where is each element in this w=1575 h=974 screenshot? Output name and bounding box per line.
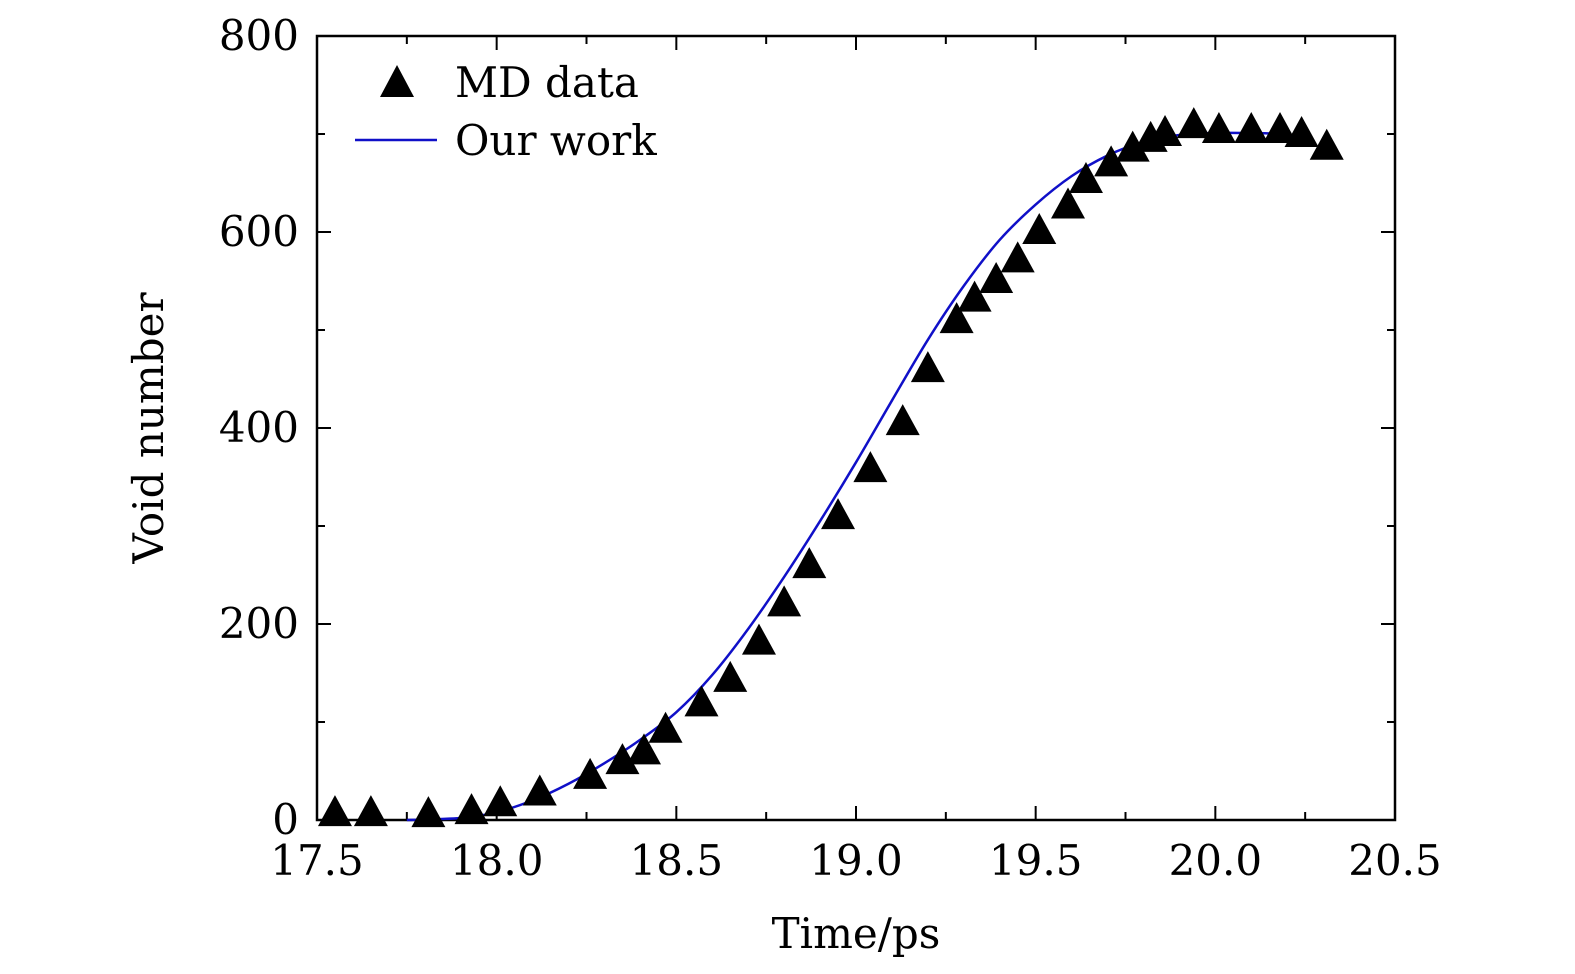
md-data-point xyxy=(1234,112,1269,144)
md-data-point xyxy=(1115,130,1150,162)
md-data-point xyxy=(939,302,974,334)
line-series-layer xyxy=(406,131,1288,822)
md-data-point xyxy=(741,623,776,655)
md-data-point xyxy=(605,743,640,775)
y-tick-label: 600 xyxy=(219,207,299,256)
md-data-point xyxy=(411,796,446,828)
md-data-point xyxy=(353,795,388,827)
md-data-point xyxy=(1176,107,1211,139)
md-data-point xyxy=(1051,187,1086,219)
x-tick-label: 20.0 xyxy=(1169,836,1263,885)
md-data-point xyxy=(713,660,748,692)
md-data-point xyxy=(626,733,661,765)
x-tick-label: 20.5 xyxy=(1348,836,1442,885)
md-data-point xyxy=(1284,115,1319,147)
md-data-point xyxy=(910,351,945,383)
md-data-point xyxy=(957,280,992,312)
md-data-point xyxy=(853,451,888,483)
marker-series-layer xyxy=(317,107,1344,828)
md-data-point xyxy=(522,774,557,806)
our-work-line xyxy=(406,131,1288,822)
md-data-point xyxy=(573,757,608,789)
md-data-point xyxy=(821,498,856,530)
md-data-point xyxy=(648,711,683,743)
x-axis-ticks: 17.5 18.0 18.5 19.0 19.5 20.0 20.5 xyxy=(270,36,1442,885)
legend-label-our-work: Our work xyxy=(455,116,657,165)
md-data-point xyxy=(979,261,1014,293)
legend: MD data Our work xyxy=(355,58,657,165)
md-data-point xyxy=(317,795,352,827)
md-data-point xyxy=(1000,241,1035,273)
legend-marker-md-data xyxy=(380,65,414,97)
y-axis-title: Void number xyxy=(124,291,173,564)
y-tick-label: 800 xyxy=(219,11,299,60)
legend-label-md-data: MD data xyxy=(455,58,639,107)
md-data-point xyxy=(454,793,489,825)
y-tick-label: 0 xyxy=(272,795,299,844)
md-data-point xyxy=(767,585,802,617)
md-data-point xyxy=(1148,114,1183,146)
md-data-point xyxy=(1094,145,1129,177)
y-tick-label: 400 xyxy=(219,403,299,452)
md-data-point xyxy=(792,547,827,579)
md-data-point xyxy=(1309,128,1344,160)
md-data-point xyxy=(1022,212,1057,244)
md-data-point xyxy=(1201,112,1236,144)
md-data-point xyxy=(483,785,518,817)
x-tick-label: 18.0 xyxy=(450,836,544,885)
md-data-point xyxy=(1263,112,1298,144)
md-data-point xyxy=(684,685,719,717)
md-data-point xyxy=(885,404,920,436)
x-axis-title: Time/ps xyxy=(772,909,941,958)
x-tick-label: 18.5 xyxy=(630,836,724,885)
x-tick-label: 19.0 xyxy=(809,836,903,885)
x-tick-label: 17.5 xyxy=(270,836,364,885)
x-tick-label: 19.5 xyxy=(989,836,1083,885)
y-axis-ticks: 0 200 400 600 800 xyxy=(219,11,1395,844)
md-data-point xyxy=(1068,162,1103,194)
y-tick-label: 200 xyxy=(219,599,299,648)
